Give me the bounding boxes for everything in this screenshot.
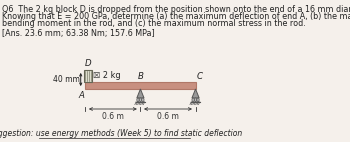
Bar xyxy=(85,82,196,89)
Circle shape xyxy=(192,98,194,102)
Circle shape xyxy=(197,98,199,102)
Text: [Ans. 23.6 mm; 63.38 Nm; 157.6 MPa]: [Ans. 23.6 mm; 63.38 Nm; 157.6 MPa] xyxy=(2,29,155,38)
Text: Q6  The 2 kg block D is dropped from the position shown onto the end of a 16 mm : Q6 The 2 kg block D is dropped from the … xyxy=(2,5,350,14)
Text: A: A xyxy=(79,91,85,100)
Circle shape xyxy=(137,98,139,102)
Text: ☒ 2 kg: ☒ 2 kg xyxy=(93,71,121,80)
Text: 40 mm: 40 mm xyxy=(52,75,79,84)
Circle shape xyxy=(139,98,142,102)
Polygon shape xyxy=(137,89,144,98)
Text: Knowing that E = 200 GPa, determine (a) the maximum deflection of end A, (b) the: Knowing that E = 200 GPa, determine (a) … xyxy=(2,12,350,21)
Bar xyxy=(84,70,92,82)
Text: 0.6 m: 0.6 m xyxy=(102,112,124,121)
Polygon shape xyxy=(192,89,199,98)
Text: D: D xyxy=(85,59,91,68)
Text: C: C xyxy=(197,72,203,81)
Text: B: B xyxy=(138,72,144,81)
Text: Suggestion: use energy methods (Week 5) to find static deflection: Suggestion: use energy methods (Week 5) … xyxy=(0,129,242,138)
Text: 0.6 m: 0.6 m xyxy=(157,112,179,121)
Circle shape xyxy=(194,98,197,102)
Circle shape xyxy=(142,98,144,102)
Text: bending moment in the rod, and (c) the maximum normal stress in the rod.: bending moment in the rod, and (c) the m… xyxy=(2,19,306,28)
